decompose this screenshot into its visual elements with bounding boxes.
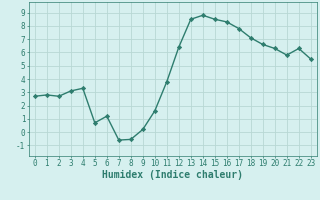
X-axis label: Humidex (Indice chaleur): Humidex (Indice chaleur) xyxy=(102,170,243,180)
